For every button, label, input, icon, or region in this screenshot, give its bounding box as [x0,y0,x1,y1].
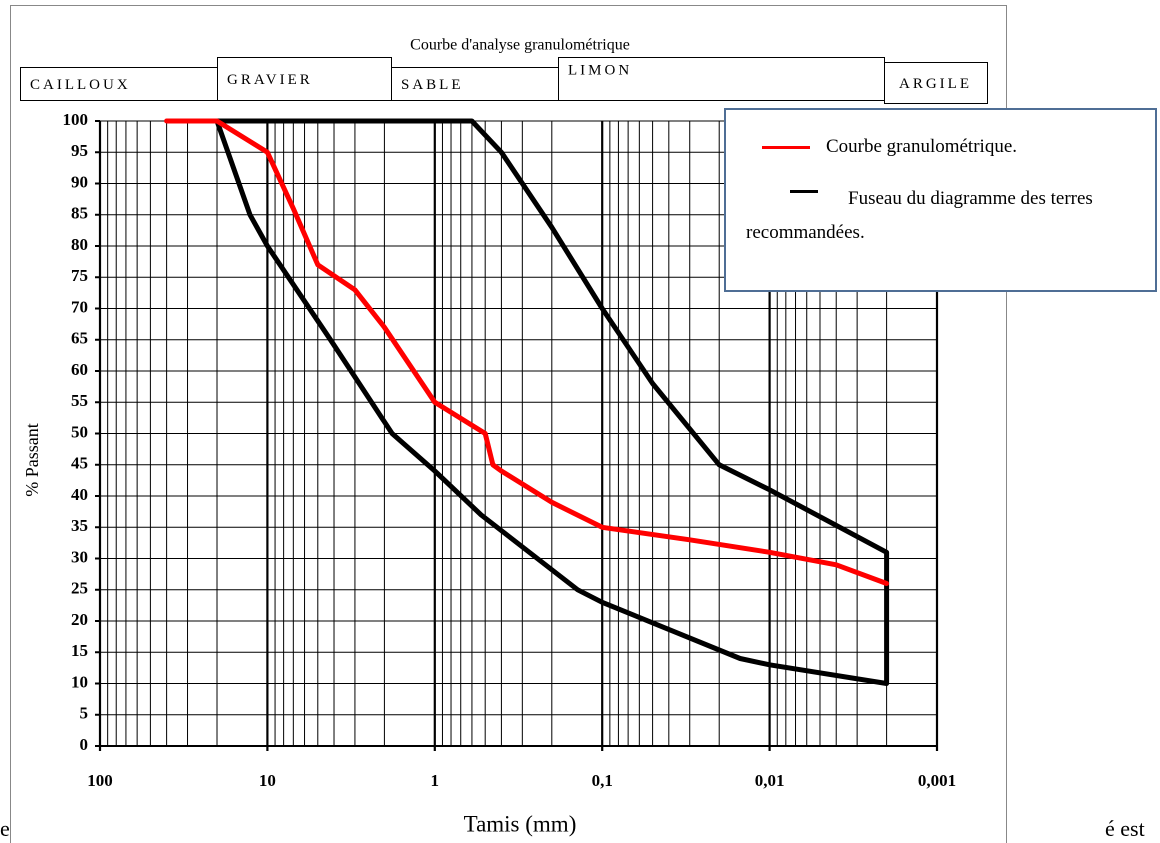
x-tick-label: 0,1 [592,771,613,790]
y-tick-label: 95 [71,141,88,160]
legend-swatch [790,190,818,193]
series-line [214,118,890,686]
x-tick-label: 0,001 [918,771,956,790]
x-axis-title: Tamis (mm) [464,811,577,836]
y-tick-label: 80 [71,235,88,254]
y-tick-label: 75 [71,266,88,285]
text-fragment: é est [1105,816,1145,841]
zone-box [217,57,392,101]
zone-label: SABLE [401,77,464,93]
y-tick-label: 50 [71,422,88,441]
chart-title: Courbe d'analyse granulométrique [410,37,630,54]
y-tick-label: 45 [71,454,88,473]
y-tick-label: 25 [71,579,88,598]
zone-box [884,62,988,104]
text-fragment: e [0,816,10,841]
zone-label: CAILLOUX [30,77,131,93]
x-tick-label: 100 [87,771,113,790]
y-tick-label: 60 [71,360,88,379]
x-tick-label: 0,01 [755,771,785,790]
y-tick-label: 40 [71,485,88,504]
legend-swatch [762,146,810,149]
y-tick-label: 35 [71,516,88,535]
x-tick-label: 10 [259,771,276,790]
y-tick-label: 65 [71,329,88,348]
y-tick-label: 10 [71,672,88,691]
y-tick-label: 15 [71,641,88,660]
x-tick-label: 1 [431,771,440,790]
zone-label: LIMON [568,62,632,78]
legend: Courbe granulométrique. Fuseau du diagra… [724,108,1157,292]
zone-label: ARGILE [899,76,972,92]
y-axis-title: % Passant [22,423,42,497]
y-tick-label: 55 [71,391,88,410]
y-tick-label: 0 [80,735,89,754]
legend-label: Courbe granulométrique. [826,136,1018,157]
y-tick-label: 5 [80,704,89,723]
legend-label: Fuseau du diagramme des terres recommand… [746,188,1093,243]
zone-label: GRAVIER [227,72,313,88]
series-line [164,118,890,586]
y-tick-label: 100 [63,110,89,129]
chart-frame [10,5,1007,843]
y-tick-label: 30 [71,547,88,566]
zone-box [20,67,218,101]
y-tick-label: 85 [71,204,88,223]
y-tick-label: 20 [71,610,88,629]
y-tick-label: 70 [71,297,88,316]
y-tick-label: 90 [71,172,88,191]
